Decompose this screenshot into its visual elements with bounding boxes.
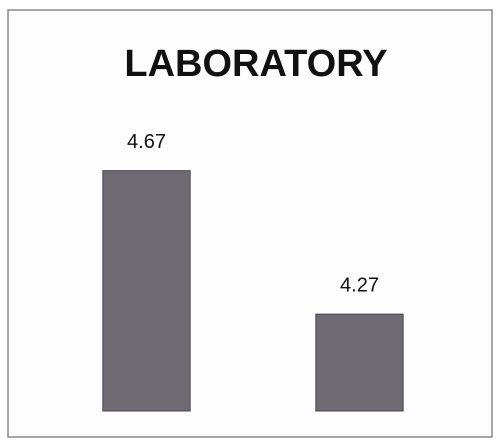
chart-frame	[7, 9, 493, 438]
chart-title: LABORATORY	[124, 43, 387, 85]
data-label: 4.67	[127, 131, 166, 153]
data-label: 4.27	[340, 274, 379, 296]
bar	[315, 313, 404, 412]
bar	[102, 170, 191, 412]
